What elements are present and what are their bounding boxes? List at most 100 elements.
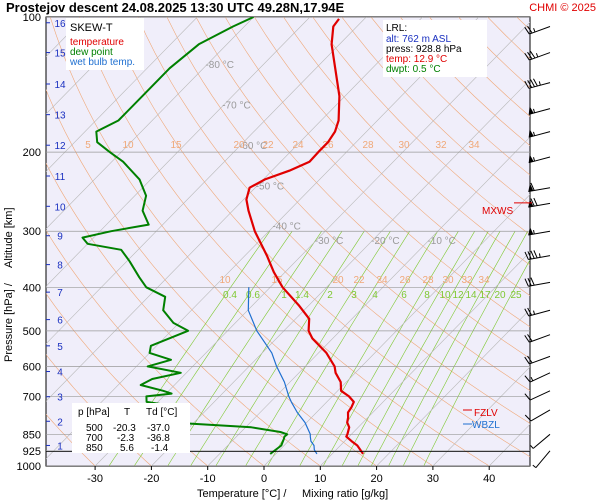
wind-barb-feather	[524, 308, 530, 317]
theta-e-label: 30	[442, 275, 454, 286]
isotherm-line	[46, 17, 198, 172]
wind-barb-pennant	[528, 154, 534, 163]
altitude-tick-label: 6	[57, 316, 63, 327]
isotherm-line	[94, 21, 530, 466]
lrl-title: LRL:	[386, 23, 407, 34]
altitude-tick-label: 8	[57, 261, 63, 272]
isotherm-line	[46, 17, 367, 345]
wind-barb-half-feather	[535, 53, 539, 58]
dry-adiabat-line	[341, 17, 530, 206]
table-cell: -20.3	[113, 423, 136, 434]
table-cell: -37.0	[147, 423, 170, 434]
table-cell: 5.6	[120, 443, 134, 454]
isotherm-label: -30 °C	[315, 236, 343, 247]
series-temperature-line	[245, 18, 365, 455]
y-tick-label: 600	[23, 361, 41, 373]
axis-ticks: -30 -20 -10 0 10 20 30 401002003004005006007008…	[17, 12, 532, 485]
wind-barb-feather	[527, 251, 532, 260]
dry-adiabat-line	[195, 17, 530, 359]
theta-e-label: 30	[398, 140, 410, 151]
wind-barb-feather	[524, 251, 529, 260]
mixing-ratio-label: 2	[327, 290, 333, 301]
table-cell: -1.4	[151, 443, 169, 454]
table-header-td: Td [°C]	[146, 407, 177, 418]
isotherm-line	[320, 251, 530, 466]
wind-barb	[530, 433, 551, 449]
mixing-ratio-label: 4	[372, 290, 378, 301]
y-tick-label: 925	[23, 446, 41, 458]
theta-e-label: 20	[233, 140, 245, 151]
x-tick-label: 30	[427, 473, 439, 485]
theta-e-label: 22	[353, 275, 365, 286]
isotherm-line	[263, 194, 530, 466]
dry-adiabat-line	[224, 17, 530, 328]
theta-e-label: 32	[435, 140, 447, 151]
wind-barb-feather	[533, 197, 538, 206]
series-wet-bulb-temp--line	[247, 287, 318, 455]
wind-barb	[524, 355, 551, 365]
wind-barb-feather	[530, 198, 535, 207]
copyright-link[interactable]: CHMI © 2025	[529, 2, 596, 14]
wind-barb-feather	[524, 26, 530, 35]
wind-barb-pennant	[528, 105, 534, 115]
mixing-ratio-label: 25	[510, 290, 522, 301]
lrl-press: press: 928.8 hPa	[386, 44, 462, 55]
isotherm-label: -10 °C	[427, 236, 455, 247]
mixing-ratio-line	[299, 231, 438, 466]
theta-e-label: 15	[271, 275, 283, 286]
theta-e-label: 15	[170, 140, 182, 151]
isotherm-line	[46, 17, 423, 402]
wind-barb-half-feather	[532, 464, 537, 469]
mixing-ratio-line	[245, 231, 391, 466]
wind-barb	[524, 334, 551, 343]
wind-barb	[532, 450, 551, 469]
mxws-label: MXWS	[482, 206, 513, 217]
table-cell: 500	[86, 423, 103, 434]
mixing-ratio-label: 1.4	[295, 290, 309, 301]
wind-barb-shaft	[529, 390, 551, 401]
wind-barb-pennant	[528, 226, 534, 236]
mixing-ratio-line	[322, 231, 459, 466]
wind-barb-shaft	[532, 433, 551, 449]
isotherm-line	[432, 366, 530, 466]
theta-e-label: 5	[85, 140, 91, 151]
wind-barb-pennant	[528, 128, 534, 138]
altitude-tick-label: 12	[54, 141, 66, 152]
wind-barb-shaft	[529, 52, 551, 61]
wind-barb-half-feather	[533, 229, 535, 235]
mixing-ratio-label: 6	[401, 290, 407, 301]
dry-adiabat-line	[546, 17, 600, 466]
theta-e-label: 34	[478, 275, 490, 286]
isotherm-line	[46, 17, 254, 230]
table-cell: -36.8	[147, 433, 170, 444]
wind-barb-shaft	[535, 450, 551, 468]
wind-barb-shaft	[529, 334, 551, 343]
isotherm-line	[46, 17, 142, 115]
wind-barb-feather	[527, 80, 533, 88]
wind-barb-shaft	[528, 82, 551, 89]
isotherm-line	[376, 309, 530, 466]
chart-grid: -80 °C -70 °C -60 °C -50 °C -40 °C -30 °C -20 …	[46, 17, 600, 466]
wind-barb	[524, 50, 551, 61]
wind-barb-feather	[524, 393, 531, 401]
plot-background	[45, 16, 531, 467]
wind-barb-feather	[524, 414, 532, 422]
mixing-ratio-line	[267, 231, 410, 466]
legend-wet-bulb: wet bulb temp.	[69, 57, 135, 68]
chart-title: Prostejov descent 24.08.2025 13:30 UTC 4…	[6, 0, 345, 15]
wind-barb-feather	[530, 182, 535, 191]
wbzl-label: WBZL	[472, 420, 500, 431]
x-tick-label: 20	[370, 473, 382, 485]
mixing-ratio-line	[423, 259, 530, 466]
altitude-tick-label: 5	[57, 342, 63, 353]
dry-adiabat-line	[166, 17, 530, 392]
x-tick-label: -10	[200, 473, 216, 485]
wind-barb-feather	[530, 277, 535, 286]
altitude-tick-label: 2	[57, 417, 63, 428]
dry-adiabat-line	[283, 17, 530, 266]
dry-adiabat-line	[137, 17, 530, 424]
theta-e-label: 34	[468, 140, 480, 151]
wind-barb	[528, 105, 551, 115]
wind-barb-feather	[524, 278, 529, 287]
isotherm-label: -70 °C	[222, 101, 250, 112]
